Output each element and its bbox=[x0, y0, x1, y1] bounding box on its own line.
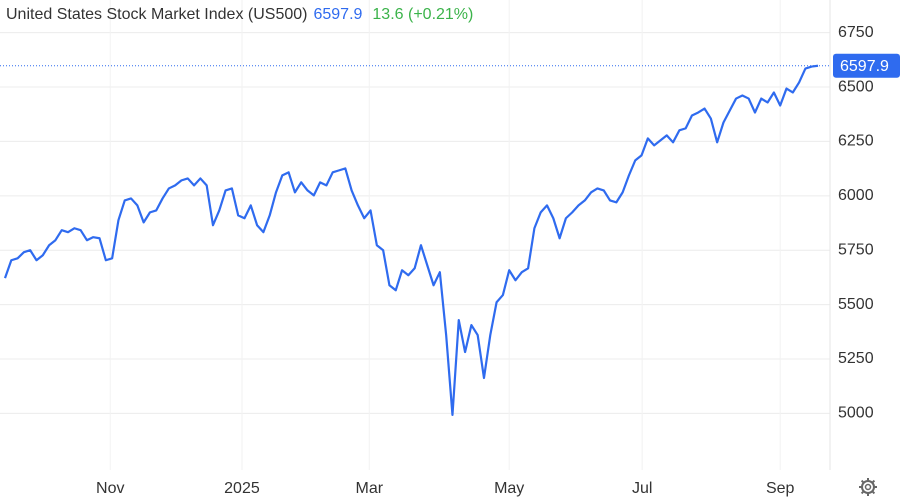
price-change: 13.6 (+0.21%) bbox=[372, 6, 473, 23]
last-value-box bbox=[833, 53, 900, 78]
last-price: 6597.9 bbox=[313, 6, 362, 23]
x-tick-label: 2025 bbox=[224, 480, 260, 497]
x-tick-label: May bbox=[494, 480, 524, 497]
y-tick-label: 5750 bbox=[838, 241, 874, 258]
y-tick-label: 6750 bbox=[838, 24, 874, 41]
line-series bbox=[3, 64, 819, 417]
y-tick-label: 6500 bbox=[838, 78, 874, 95]
x-tick-label: Sep bbox=[766, 480, 795, 497]
chart-title: United States Stock Market Index (US500) bbox=[6, 6, 307, 23]
y-tick-label: 6250 bbox=[838, 133, 874, 150]
settings-icon[interactable] bbox=[859, 478, 877, 496]
y-tick-label: 6000 bbox=[838, 187, 874, 204]
last-value-label: 6597.9 bbox=[840, 58, 889, 75]
y-tick-label: 5250 bbox=[838, 350, 874, 367]
x-tick-label: Jul bbox=[632, 480, 652, 497]
y-tick-label: 5500 bbox=[838, 296, 874, 313]
y-tick-label: 5000 bbox=[838, 405, 874, 422]
x-tick-label: Nov bbox=[96, 480, 124, 497]
x-tick-label: Mar bbox=[355, 480, 383, 497]
